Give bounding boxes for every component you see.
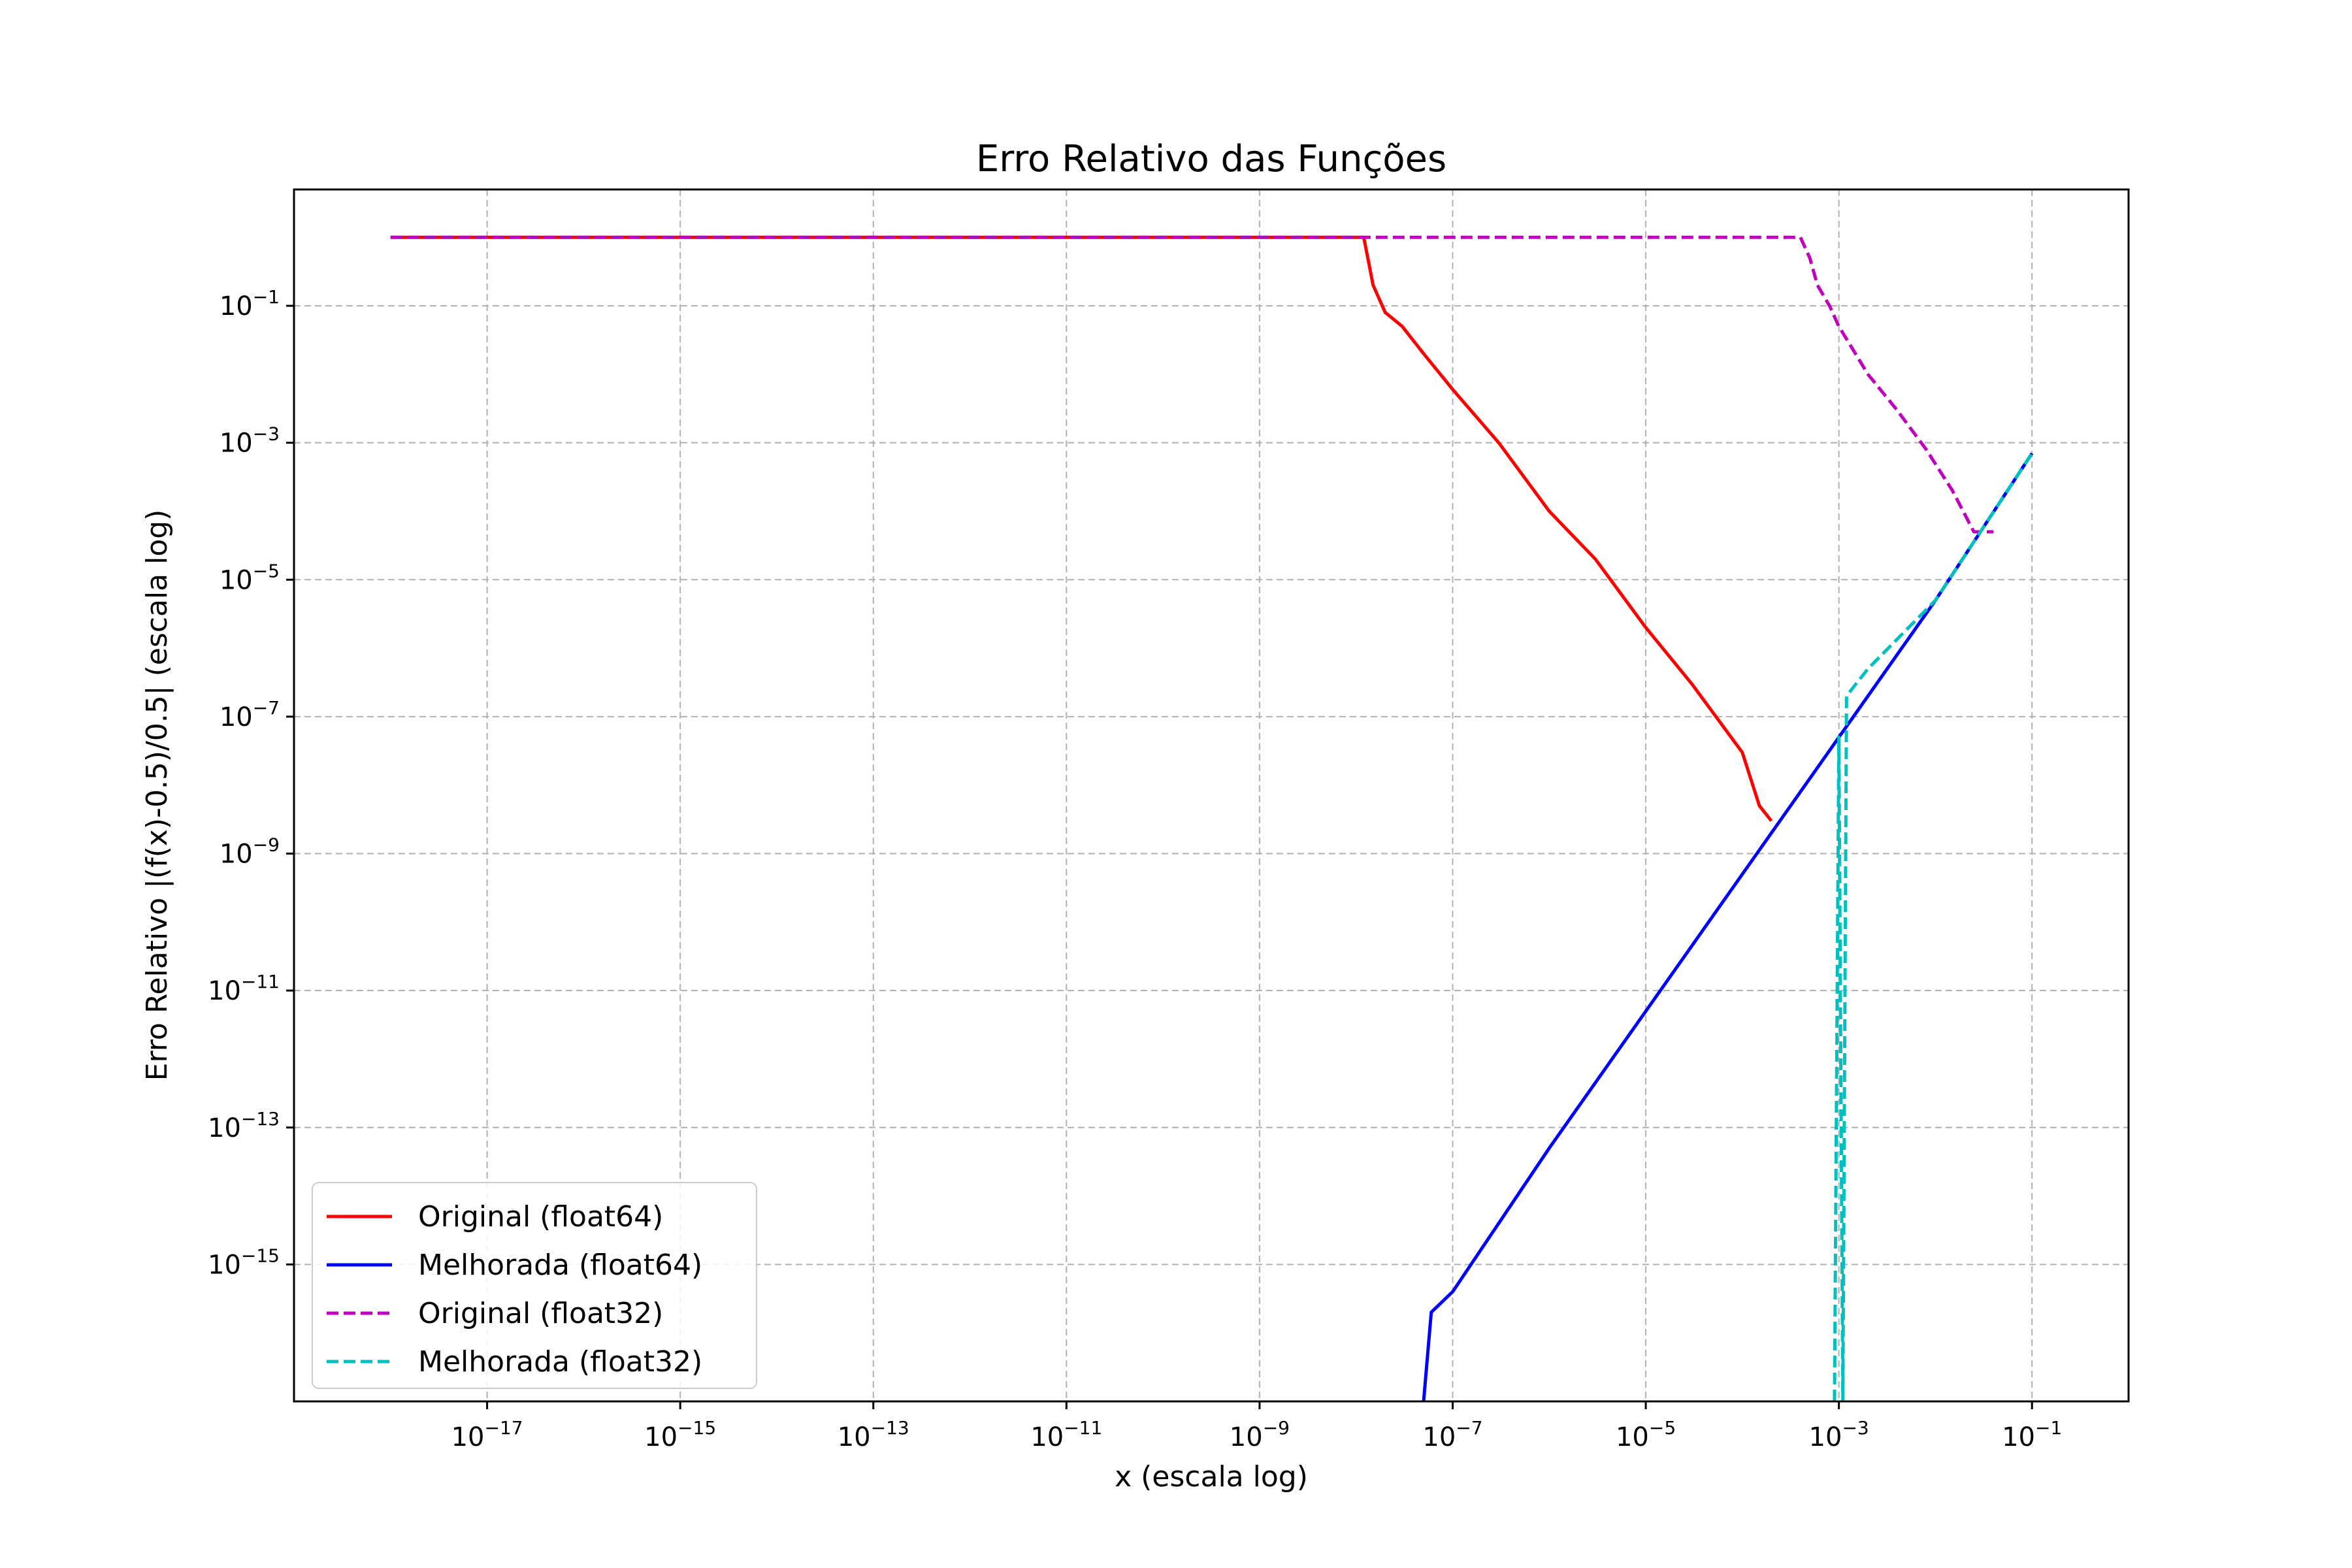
legend-label: Melhorada (float32) [418, 1345, 702, 1379]
series-line-original-float32 [390, 235, 1994, 534]
y-axis-label: Erro Relativo |(f(x)-0.5)/0.5| (escala l… [140, 510, 174, 1081]
legend-label: Melhorada (float64) [418, 1249, 702, 1282]
y-tick-label: 10−15 [208, 1245, 280, 1280]
y-tick-label: 10−13 [208, 1108, 280, 1143]
y-tick-label: 10−9 [220, 834, 280, 870]
x-tick-label: 10−9 [1230, 1417, 1290, 1452]
series-line-melhorada-float32 [1833, 452, 2034, 1401]
y-tick-label: 10−5 [220, 560, 280, 595]
x-axis: 10−17 10−15 10−13 10−11 10−9 10−7 10−5 10−3 10−1 [451, 1401, 2062, 1452]
legend: Original (float64) Melhorada (float64) Ori… [312, 1182, 757, 1389]
x-tick-label: 10−3 [1809, 1417, 1869, 1452]
x-axis-label: x (escala log) [1115, 1460, 1308, 1494]
x-tick-label: 10−5 [1616, 1417, 1676, 1452]
x-tick-label: 10−11 [1030, 1417, 1102, 1452]
y-axis: 10−1 10−3 10−5 10−7 10−9 10−11 10−13 10−15 [208, 286, 294, 1280]
plot-frame [293, 188, 2130, 1403]
legend-label: Original (float64) [418, 1200, 663, 1233]
series-layer [390, 235, 2034, 1401]
y-tick-label: 10−7 [220, 697, 280, 732]
x-tick-label: 10−15 [644, 1417, 716, 1452]
legend-label: Original (float32) [418, 1297, 663, 1330]
series-line-melhorada-float64 [1422, 452, 2034, 1401]
x-tick-label: 10−7 [1422, 1417, 1482, 1452]
chart-title: Erro Relativo das Funções [976, 138, 1446, 180]
x-tick-label: 10−13 [838, 1417, 909, 1452]
legend-box [312, 1182, 757, 1389]
y-tick-label: 10−1 [220, 286, 280, 321]
x-tick-label: 10−1 [2002, 1417, 2062, 1452]
y-tick-label: 10−11 [208, 971, 280, 1006]
x-tick-label: 10−17 [451, 1417, 523, 1452]
y-tick-label: 10−3 [220, 423, 280, 459]
